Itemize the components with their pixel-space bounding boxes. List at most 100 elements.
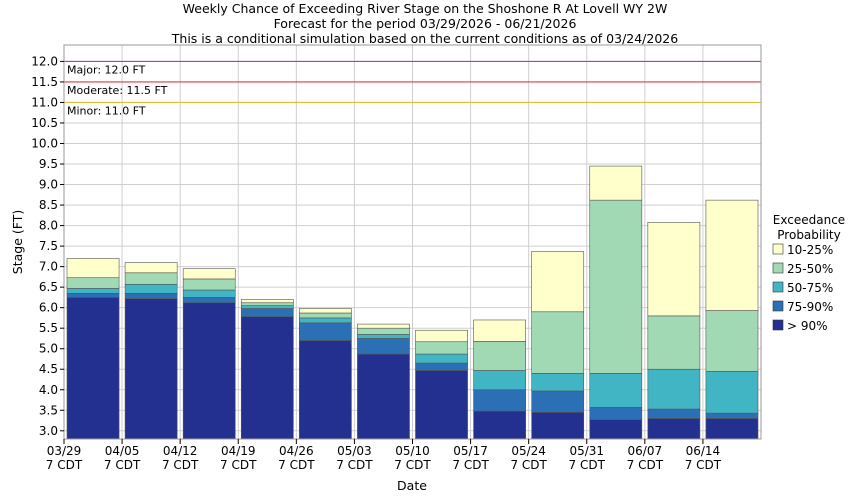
x-tick-date: 03/29 — [47, 444, 82, 458]
y-tick-label: 8.5 — [39, 198, 58, 212]
bar-segment — [357, 323, 410, 329]
bar-segment — [647, 418, 701, 440]
bar-segment — [531, 311, 585, 374]
y-tick-label: 11.5 — [31, 75, 58, 89]
bar-segment — [66, 258, 120, 279]
x-tick-date: 04/12 — [163, 444, 198, 458]
bar-segment — [705, 418, 759, 440]
y-tick-label: 6.0 — [39, 301, 58, 315]
bar-segment — [66, 288, 120, 294]
bar-segment — [415, 341, 468, 355]
x-tick-tz: 7 CDT — [220, 458, 257, 472]
bar-segment — [589, 373, 643, 408]
bar-segment — [240, 305, 294, 309]
bar-segment — [357, 334, 410, 339]
bar-segment — [531, 251, 585, 313]
x-tick-tz: 7 CDT — [394, 458, 431, 472]
bar-segment — [357, 353, 410, 440]
bar-segment — [473, 389, 526, 412]
x-tick-tz: 7 CDT — [452, 458, 489, 472]
bar-segment — [705, 412, 759, 419]
bar-segment — [299, 308, 352, 314]
legend-label: 50-75% — [787, 281, 833, 295]
x-tick-tz: 7 CDT — [46, 458, 83, 472]
x-tick-date: 05/31 — [569, 444, 604, 458]
legend-label: 25-50% — [787, 262, 833, 276]
bar-segment — [182, 302, 236, 440]
y-tick-label: 4.0 — [39, 383, 58, 397]
bar-segment — [531, 390, 585, 413]
bar-segment — [647, 408, 701, 419]
chart-title: Weekly Chance of Exceeding River Stage o… — [171, 1, 678, 46]
bar-segment — [124, 293, 178, 299]
legend-swatch — [772, 281, 784, 293]
x-tick-date: 06/07 — [628, 444, 663, 458]
y-tick-label: 5.0 — [39, 342, 58, 356]
x-tick-date: 04/19 — [221, 444, 256, 458]
bar-segment — [182, 297, 236, 304]
bar-segment — [647, 368, 701, 410]
y-tick-label: 9.5 — [39, 157, 58, 171]
x-tick-tz: 7 CDT — [510, 458, 547, 472]
bar-segment — [473, 370, 526, 391]
bar-segment — [240, 308, 294, 317]
bar-segment — [705, 199, 759, 311]
x-tick-tz: 7 CDT — [278, 458, 315, 472]
title-line: Forecast for the period 03/29/2026 - 06/… — [274, 16, 577, 31]
bars — [66, 165, 759, 440]
bar-segment — [124, 272, 178, 285]
legend-swatch — [772, 319, 784, 331]
axes: 3.0 3.5 4.0 4.5 5.0 5.5 6.0 6.5 7.0 7.5 8.0 8.5 9.0 9… — [10, 44, 762, 493]
bar-segment — [182, 278, 236, 291]
bar-segment — [240, 302, 294, 306]
bar-segment — [473, 319, 526, 342]
x-tick-tz: 7 CDT — [336, 458, 373, 472]
bar-segment — [415, 329, 468, 343]
bar-segment — [589, 165, 643, 201]
x-tick-date: 04/05 — [105, 444, 140, 458]
y-tick-label: 3.0 — [39, 424, 58, 438]
x-tick-date: 05/24 — [511, 444, 546, 458]
x-tick-date: 06/14 — [686, 444, 721, 458]
bar-segment — [182, 268, 236, 280]
bar-segment — [415, 362, 468, 371]
legend-swatch — [772, 243, 784, 255]
legend-title: Probability — [777, 228, 840, 242]
y-tick-label: 8.0 — [39, 219, 58, 233]
x-axis-title: Date — [397, 478, 427, 493]
bar-segment — [589, 419, 643, 440]
threshold-label: Major: 12.0 FT — [67, 63, 146, 76]
legend-swatch — [772, 300, 784, 312]
legend-swatch — [772, 262, 784, 274]
y-tick-label: 6.5 — [39, 280, 58, 294]
y-tick-label: 7.5 — [39, 239, 58, 253]
x-tick-date: 05/03 — [337, 444, 372, 458]
title-line: Weekly Chance of Exceeding River Stage o… — [183, 1, 668, 16]
y-tick-label: 7.0 — [39, 260, 58, 274]
bar-segment — [589, 199, 643, 374]
y-tick-label: 5.5 — [39, 321, 58, 335]
y-tick-label: 10.5 — [31, 116, 58, 130]
y-tick-label: 4.5 — [39, 362, 58, 376]
y-tick-label: 12.0 — [31, 54, 58, 68]
bar-segment — [589, 407, 643, 421]
bar-segment — [473, 410, 526, 440]
bar-segment — [299, 312, 352, 319]
thresholds: Major: 12.0 FT Moderate: 11.5 FT Minor: 11… — [64, 60, 761, 117]
threshold-label: Minor: 11.0 FT — [67, 104, 146, 117]
y-tick-label: 3.5 — [39, 403, 58, 417]
y-tick-label: 9.0 — [39, 178, 58, 192]
x-tick-tz: 7 CDT — [627, 458, 664, 472]
bar-segment — [415, 353, 468, 364]
bar-segment — [531, 412, 585, 440]
y-tick-label: 11.0 — [31, 95, 58, 109]
bar-segment — [531, 373, 585, 392]
legend-label: 75-90% — [787, 300, 833, 314]
x-tick-tz: 7 CDT — [569, 458, 606, 472]
bar-segment — [299, 340, 352, 440]
bar-segment — [299, 317, 352, 324]
x-tick-date: 04/26 — [279, 444, 314, 458]
